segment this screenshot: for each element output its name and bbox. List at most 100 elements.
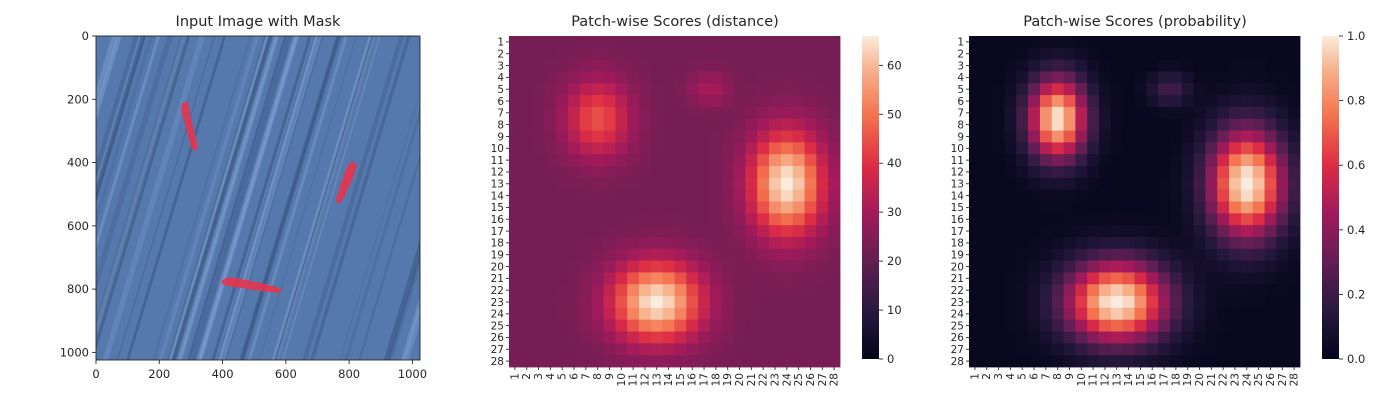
heatmap-cell	[804, 213, 817, 226]
heatmap-cell	[532, 343, 545, 356]
heatmap-cell	[1229, 142, 1242, 155]
heatmap-cell	[639, 142, 652, 155]
heatmap-cell	[520, 166, 534, 179]
heatmap-cell	[1205, 106, 1218, 120]
heatmap-cell	[792, 319, 805, 332]
heatmap-cell	[780, 130, 794, 143]
heatmap-cell	[1205, 166, 1218, 179]
x-tick-label: 12	[1099, 373, 1111, 386]
heatmap-cell	[828, 225, 841, 238]
heatmap-cell	[1264, 83, 1277, 96]
heatmap-cell	[1205, 284, 1218, 297]
heatmap-cell	[1288, 213, 1301, 226]
heatmap-cell	[662, 71, 675, 84]
heatmap-cell	[721, 319, 735, 332]
y-tick-label: 20	[951, 261, 964, 273]
heatmap-cell	[627, 189, 640, 202]
heatmap-cell	[1063, 225, 1076, 238]
heatmap-cell	[992, 236, 1005, 250]
heatmap-cell	[509, 142, 522, 155]
x-tick-label: 16	[687, 373, 699, 387]
heatmap-cell	[1193, 248, 1206, 262]
heatmap-cell	[627, 355, 640, 368]
y-tick-label: 5	[497, 84, 504, 96]
heatmap-cell	[1028, 189, 1041, 202]
heatmap-cell	[650, 130, 664, 143]
heatmap-cell	[757, 106, 770, 120]
x-tick-label: 13	[651, 373, 663, 386]
heatmap-cell	[1004, 59, 1017, 72]
heatmap-cell	[733, 236, 746, 250]
heatmap-cell	[1028, 142, 1041, 155]
heatmap-cell	[1240, 142, 1254, 155]
heatmap-cell	[1276, 106, 1289, 120]
heatmap-cell	[792, 272, 805, 285]
heatmap-cell	[1205, 189, 1218, 202]
heatmap-cell	[757, 47, 770, 61]
heatmap-cell	[1229, 248, 1242, 262]
heatmap-cell	[1051, 71, 1064, 84]
heatmap-cell	[1193, 272, 1206, 285]
heatmap-cell	[1193, 47, 1206, 61]
heatmap-cell	[1134, 319, 1147, 332]
heatmap-cell	[1264, 260, 1277, 273]
heatmap-cell	[627, 272, 640, 285]
heatmap-cell	[1146, 343, 1159, 356]
heatmap-cell	[698, 201, 711, 214]
heatmap-cell	[1051, 248, 1064, 262]
heatmap-cell	[1158, 95, 1171, 108]
x-tick-label: 9	[1064, 373, 1076, 380]
heatmap-cell	[1169, 260, 1183, 273]
heatmap-cell	[980, 248, 994, 262]
heatmap-cell	[733, 47, 746, 61]
heatmap-cell	[992, 319, 1005, 332]
heatmap-cell	[1146, 319, 1159, 332]
heatmap-cell	[1051, 225, 1064, 238]
heatmap-cell	[1193, 213, 1206, 226]
heatmap-cell	[1016, 130, 1029, 143]
heatmap-cell	[1288, 307, 1301, 321]
heatmap-cell	[1016, 307, 1029, 321]
heatmap-cell	[721, 236, 735, 250]
heatmap-cell	[1181, 106, 1195, 120]
heatmap-cell	[1063, 189, 1076, 202]
heatmap-cell	[603, 36, 616, 49]
heatmap-cell	[980, 177, 994, 191]
x-tick-label: 27	[1277, 373, 1289, 386]
y-tick-label: 7	[957, 108, 964, 120]
heatmap-cell	[1051, 319, 1064, 332]
heatmap-cell	[1099, 284, 1112, 297]
heatmap-cell	[686, 260, 699, 273]
heatmap-cell	[828, 201, 841, 214]
colorbar-tick-label: 0.4	[1347, 223, 1365, 237]
heatmap-cell	[1063, 71, 1076, 84]
heatmap-cell	[1276, 36, 1289, 49]
heatmap-cell	[662, 248, 675, 262]
heatmap-cell	[745, 319, 758, 332]
heatmap-cell	[520, 95, 534, 108]
heatmap-cell	[816, 284, 829, 297]
heatmap-cell	[1004, 272, 1017, 285]
heatmap-cell	[828, 284, 841, 297]
heatmap-cell	[769, 319, 782, 332]
x-tick-label: 200	[148, 367, 170, 381]
heatmap-cell	[709, 47, 723, 61]
x-tick-label: 13	[1111, 373, 1123, 386]
heatmap-cell	[1169, 331, 1183, 344]
heatmap-cell	[992, 142, 1005, 155]
heatmap-cell	[980, 95, 994, 108]
heatmap-cell	[1039, 213, 1053, 226]
x-tick-label: 20	[734, 373, 746, 386]
heatmap-cell	[1264, 47, 1277, 61]
heatmap-cell	[615, 118, 628, 131]
heatmap-cell	[1110, 248, 1124, 262]
heatmap-cell	[698, 236, 711, 250]
heatmap-cell	[544, 106, 557, 120]
heatmap-cell	[1205, 319, 1218, 332]
heatmap-cell	[1181, 296, 1195, 309]
heatmap-cell	[1252, 177, 1265, 191]
heatmap-cell	[579, 95, 593, 108]
heatmap-cell	[686, 118, 699, 131]
heatmap-cell	[1004, 236, 1017, 250]
heatmap-cell	[1193, 319, 1206, 332]
